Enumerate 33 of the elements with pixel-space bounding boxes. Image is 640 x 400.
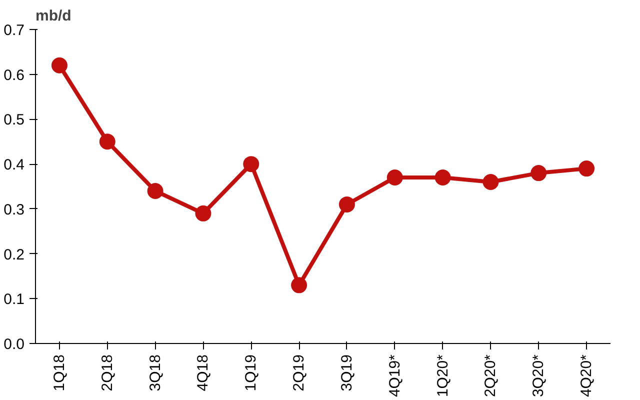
point <box>386 170 403 186</box>
point <box>51 57 68 74</box>
y-tick-label: 0.6 <box>4 66 25 84</box>
point <box>530 165 547 182</box>
y-tick-label: 0.0 <box>4 336 25 353</box>
point <box>482 174 499 190</box>
y-axis-title: mb/d <box>36 8 72 24</box>
y-tick-label: 0.3 <box>4 201 25 218</box>
x-tick-label: 2Q20* <box>482 354 500 398</box>
x-tick-label: 1Q19 <box>242 354 260 392</box>
y-tick-label: 0.5 <box>4 112 25 129</box>
x-tick-label: 4Q18 <box>194 354 212 392</box>
x-tick-label: 3Q20* <box>530 354 548 398</box>
x-tick-label: 4Q20* <box>578 354 596 398</box>
point <box>578 160 595 177</box>
x-tick-label: 4Q19* <box>386 354 404 398</box>
x-tick-label: 2Q18 <box>98 354 116 392</box>
y-tick-label: 0.7 <box>4 22 25 39</box>
point <box>291 277 308 294</box>
x-tick-label: 3Q18 <box>146 354 164 392</box>
point <box>195 205 212 222</box>
point <box>147 183 164 199</box>
y-tick-label: 0.1 <box>4 291 25 308</box>
x-tick-label: 1Q20* <box>434 354 452 398</box>
point <box>434 170 451 186</box>
x-tick-label: 1Q18 <box>50 354 68 392</box>
y-tick-label: 0.2 <box>4 246 25 264</box>
point <box>243 156 260 172</box>
point <box>338 196 355 212</box>
point <box>99 134 116 150</box>
x-tick-label: 3Q19 <box>338 354 356 392</box>
y-tick-label: 0.4 <box>4 156 25 174</box>
x-tick-label: 2Q19 <box>290 354 308 392</box>
